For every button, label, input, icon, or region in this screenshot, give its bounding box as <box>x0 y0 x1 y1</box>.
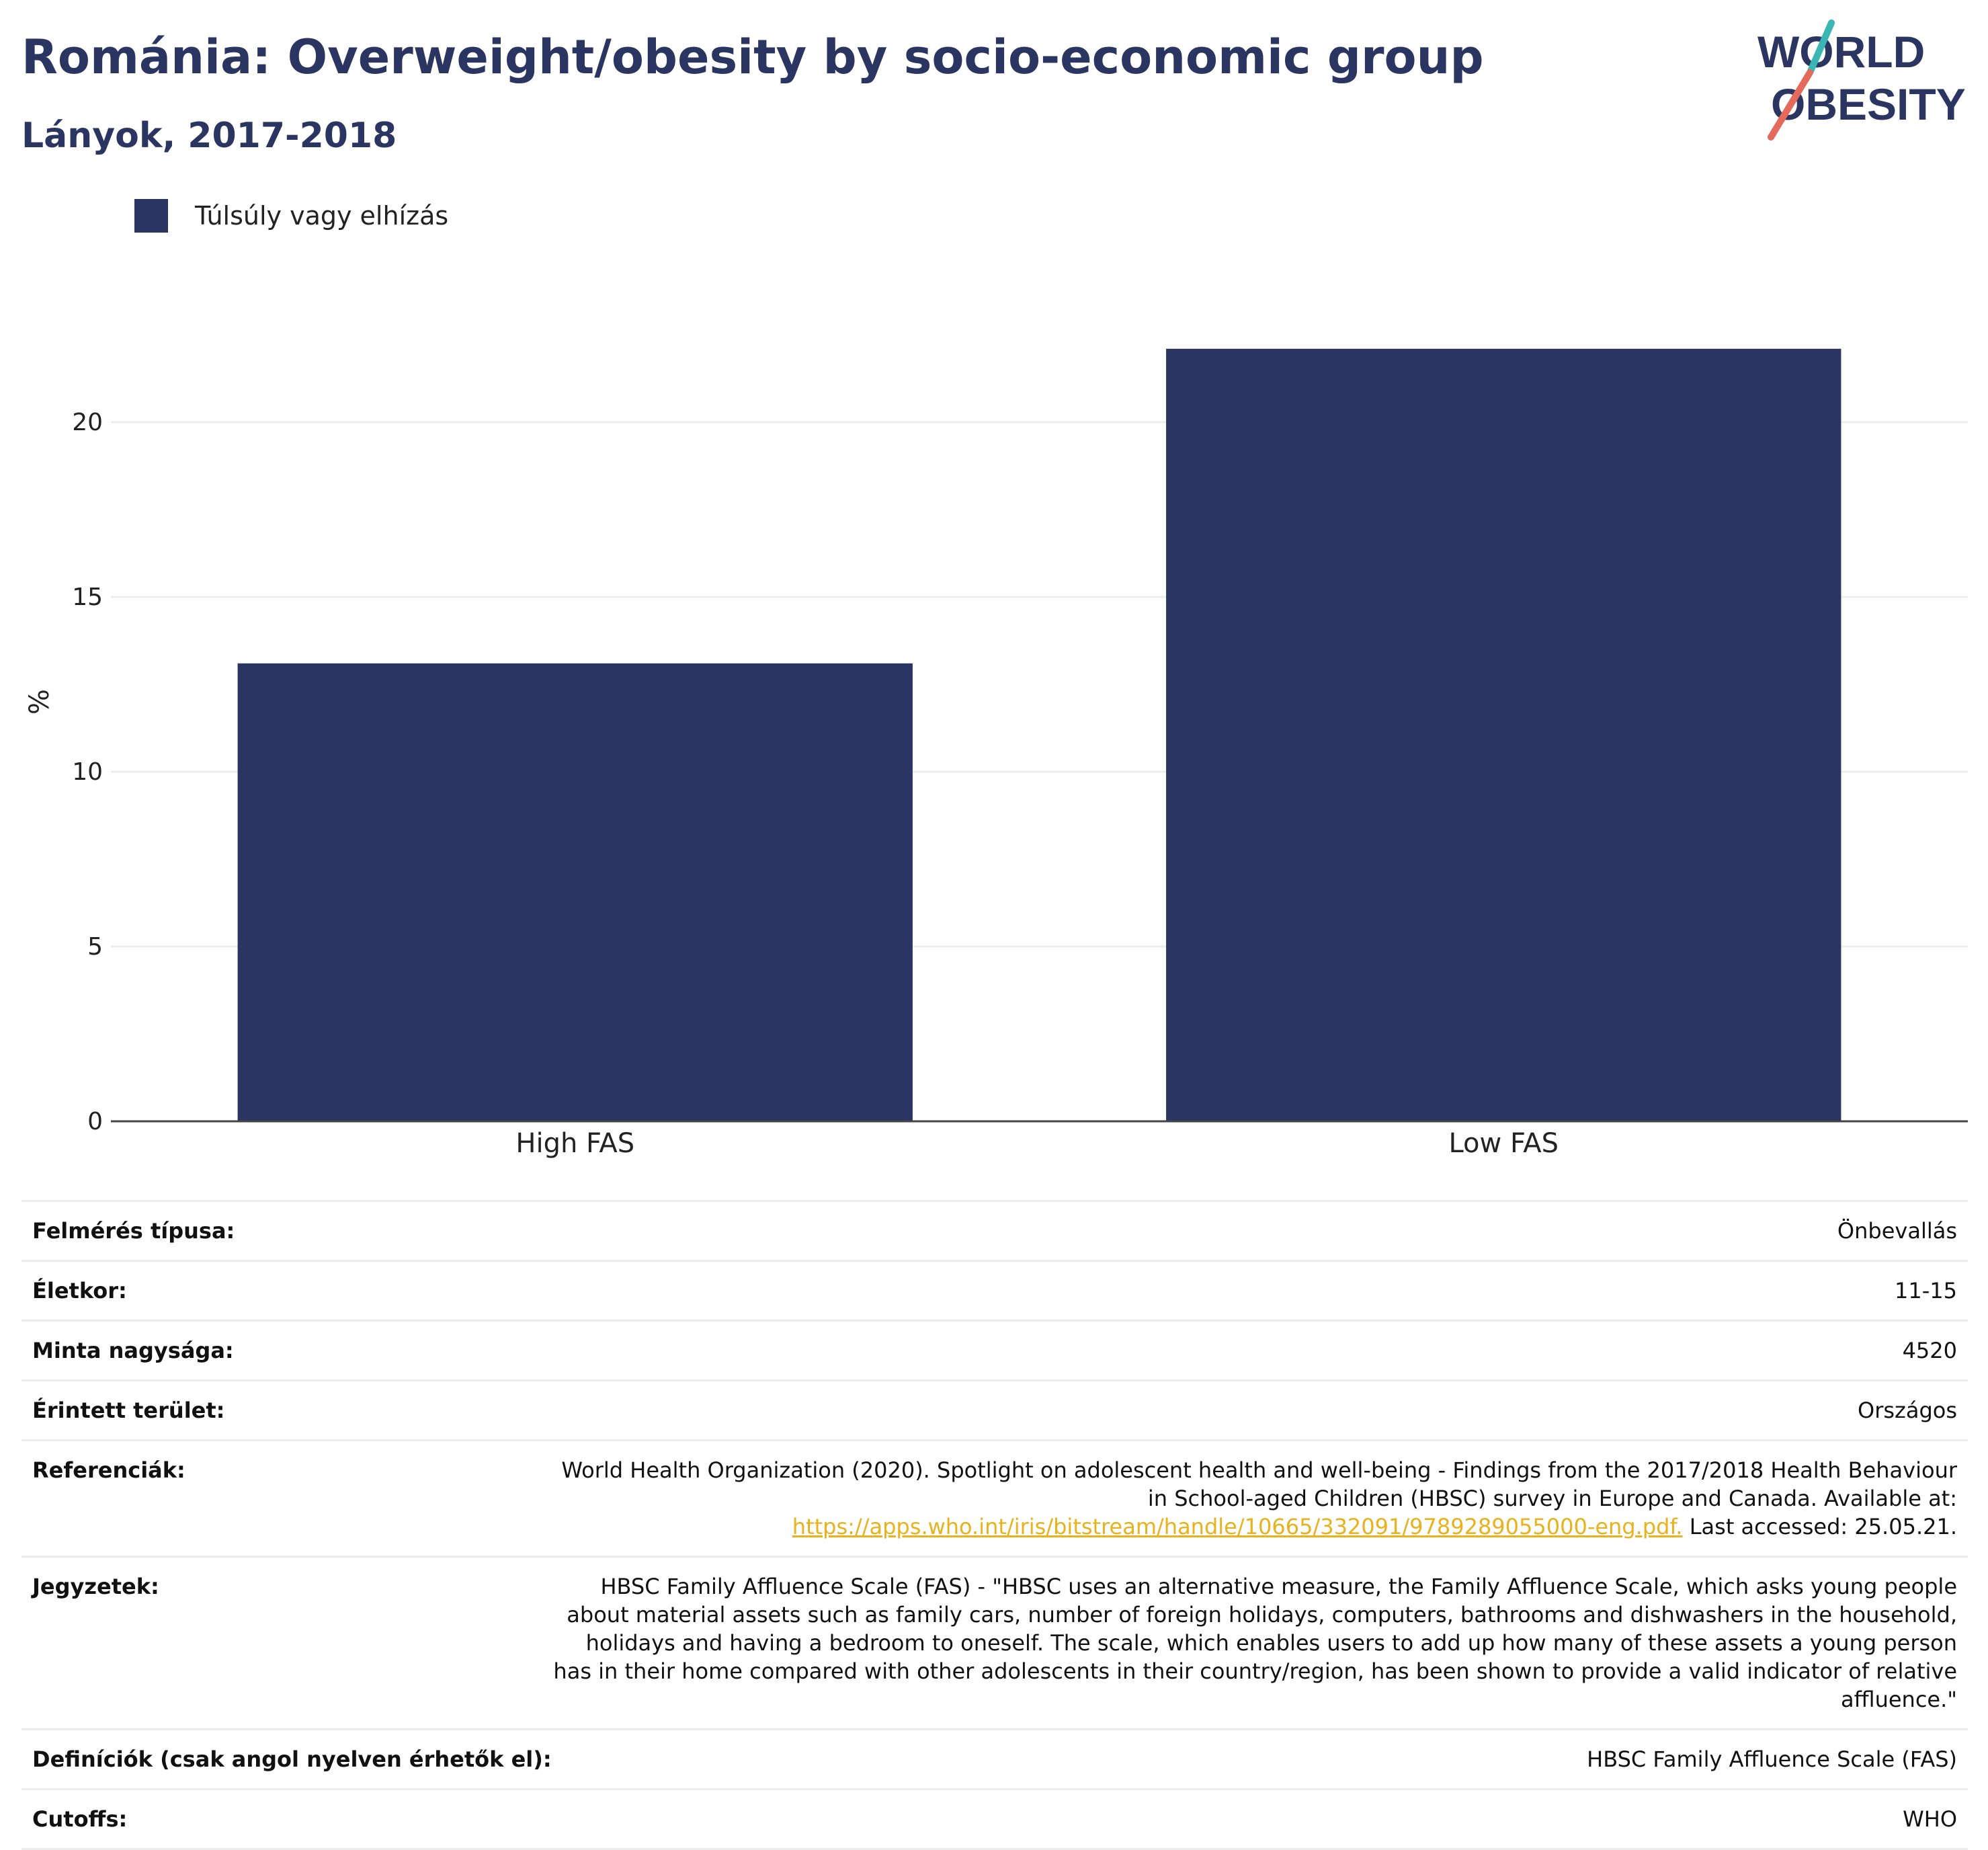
info-row-references: Referenciák: World Health Organization (… <box>22 1441 1968 1558</box>
references-label: Referenciák: <box>32 1457 185 1483</box>
info-row-age: Életkor: 11-15 <box>22 1262 1968 1322</box>
logo-line1: WORLD <box>1757 27 1925 77</box>
cutoffs-label: Cutoffs: <box>32 1806 128 1832</box>
sample-size-label: Minta nagysága: <box>32 1338 234 1363</box>
definitions-value: HBSC Family Affluence Scale (FAS) <box>1587 1746 1957 1772</box>
y-tick-label: 20 <box>72 409 103 436</box>
info-row-survey-type: Felmérés típusa: Önbevallás <box>22 1202 1968 1262</box>
y-tick-label: 0 <box>87 1108 103 1135</box>
world-obesity-logo: WORLD OBESITY <box>1757 19 1966 140</box>
bar-chart: 0 5 10 15 20 High FAS Low FAS% <box>24 348 1968 1159</box>
x-category-label: High FAS <box>515 1128 634 1159</box>
notes-value: HBSC Family Affluence Scale (FAS) - "HBS… <box>553 1574 1957 1712</box>
chart-title: Románia: Overweight/obesity by socio-eco… <box>22 30 1484 85</box>
references-accessed: Last accessed: 25.05.21. <box>1682 1514 1957 1539</box>
bar <box>237 663 913 1121</box>
legend-swatch <box>134 199 168 233</box>
legend-label: Túlsúly vagy elhízás <box>195 201 449 231</box>
sample-size-value: 4520 <box>1902 1338 1957 1363</box>
info-row-definitions: Definíciók (csak angol nyelven érhetők e… <box>22 1730 1968 1790</box>
age-value: 11-15 <box>1895 1278 1957 1303</box>
survey-type-value: Önbevallás <box>1837 1218 1957 1244</box>
cutoffs-value: WHO <box>1903 1806 1957 1832</box>
references-text: World Health Organization (2020). Spotli… <box>561 1457 1957 1511</box>
legend: Túlsúly vagy elhízás <box>134 199 448 233</box>
info-table: Felmérés típusa: Önbevallás Életkor: 11-… <box>22 1200 1968 1850</box>
survey-type-label: Felmérés típusa: <box>32 1218 235 1244</box>
chart-subtitle: Lányok, 2017-2018 <box>22 116 397 156</box>
references-link[interactable]: https://apps.who.int/iris/bitstream/hand… <box>792 1514 1683 1539</box>
age-label: Életkor: <box>32 1278 127 1303</box>
info-row-area: Érintett terület: Országos <box>22 1381 1968 1441</box>
x-category-label: Low FAS <box>1448 1128 1559 1159</box>
y-tick-label: 15 <box>72 584 103 611</box>
y-axis-title: % <box>24 689 55 715</box>
bar <box>1166 348 1841 1121</box>
references-value: World Health Organization (2020). Spotli… <box>543 1456 1957 1541</box>
info-row-notes: Jegyzetek: HBSC Family Affluence Scale (… <box>22 1558 1968 1730</box>
y-tick-label: 5 <box>87 933 103 961</box>
definitions-label: Definíciók (csak angol nyelven érhetők e… <box>32 1746 552 1772</box>
info-row-cutoffs: Cutoffs: WHO <box>22 1790 1968 1850</box>
area-value: Országos <box>1858 1398 1957 1423</box>
notes-label: Jegyzetek: <box>32 1574 159 1599</box>
y-tick-label: 10 <box>72 758 103 786</box>
info-row-sample-size: Minta nagysága: 4520 <box>22 1322 1968 1381</box>
area-label: Érintett terület: <box>32 1398 225 1423</box>
